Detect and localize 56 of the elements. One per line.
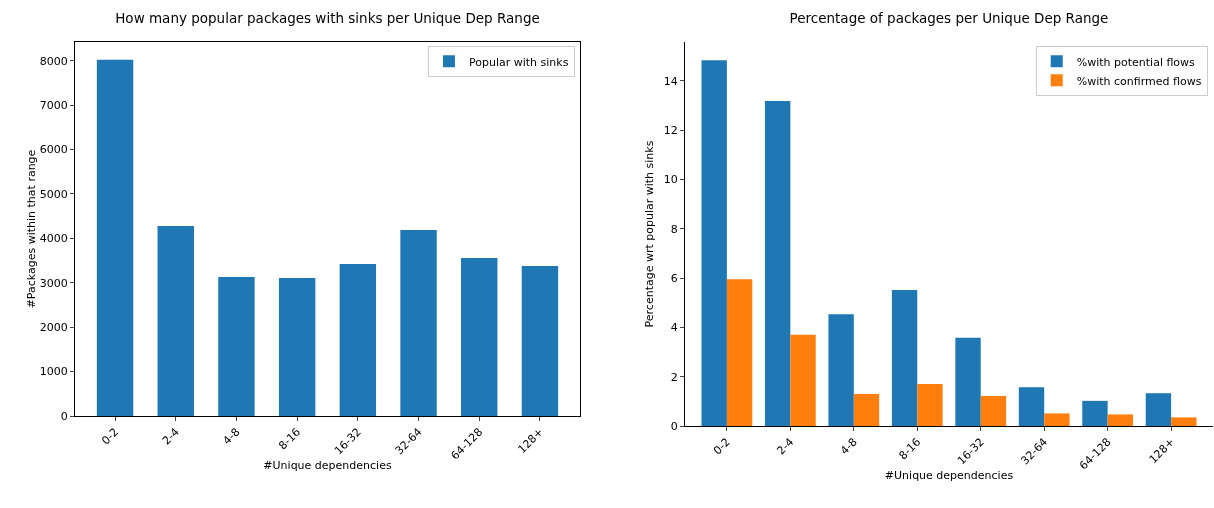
y-tick-label: 4000 <box>39 232 68 246</box>
bar <box>521 265 559 416</box>
x-axis-title: #Unique dependencies <box>263 459 392 473</box>
bar <box>96 59 134 416</box>
y-axis-title: #Packages within that range <box>24 149 38 309</box>
y-tick-label: 7000 <box>39 98 68 112</box>
y-tick-label: 1000 <box>39 365 68 379</box>
x-tick-label: 0-2 <box>710 435 733 458</box>
y-tick-label: 8000 <box>39 54 68 68</box>
chart-title: Percentage of packages per Unique Dep Range <box>789 10 1109 27</box>
bar <box>461 257 498 416</box>
bar <box>980 395 1007 426</box>
bar <box>1107 414 1134 426</box>
y-tick-label: 2 <box>670 370 678 384</box>
x-tick-label: 2-4 <box>774 435 797 458</box>
bar <box>764 100 791 426</box>
y-tick-label: 0 <box>60 409 68 423</box>
y-tick-label: 14 <box>663 74 678 88</box>
chart-title: How many popular packages with sinks per Unique Dep Range <box>115 10 540 27</box>
x-tick-label: 4-8 <box>220 425 243 448</box>
x-axis-title: #Unique dependencies <box>884 469 1014 483</box>
y-tick-label: 2000 <box>39 321 68 335</box>
y-tick-label: 4 <box>670 321 678 335</box>
legend-label: %with confirmed flows <box>1076 74 1202 88</box>
bar <box>955 337 981 426</box>
y-tick-label: 6000 <box>39 143 68 157</box>
bar <box>790 334 816 426</box>
y-tick-label: 8 <box>670 222 678 236</box>
legend-label: Popular with sinks <box>468 55 569 69</box>
bar <box>726 279 753 426</box>
bar <box>339 264 377 416</box>
y-tick-label: 5000 <box>39 187 68 201</box>
y-tick-label: 10 <box>663 173 678 187</box>
y-tick-label: 3000 <box>39 276 68 290</box>
bar <box>701 60 727 426</box>
bar <box>400 229 437 416</box>
bar <box>917 384 943 426</box>
bar <box>218 276 255 416</box>
legend-label: %with potential flows <box>1076 55 1196 69</box>
bar <box>1044 413 1070 426</box>
y-tick-label: 12 <box>663 123 678 137</box>
y-tick-label: 6 <box>670 271 678 285</box>
bar <box>157 225 194 416</box>
bar <box>828 314 854 426</box>
bar <box>1018 387 1045 426</box>
bar <box>1082 400 1108 426</box>
y-axis-title: Percentage wrt popular with sinks <box>643 140 656 328</box>
bar <box>891 290 918 426</box>
y-tick-label: 0 <box>670 419 678 433</box>
x-tick-label: 2-4 <box>159 425 182 448</box>
bar <box>1145 393 1172 426</box>
x-tick-label: 0-2 <box>99 425 122 448</box>
x-tick-label: 4-8 <box>837 435 860 458</box>
bar <box>1171 417 1197 426</box>
bar <box>853 393 880 426</box>
bar <box>278 277 316 416</box>
